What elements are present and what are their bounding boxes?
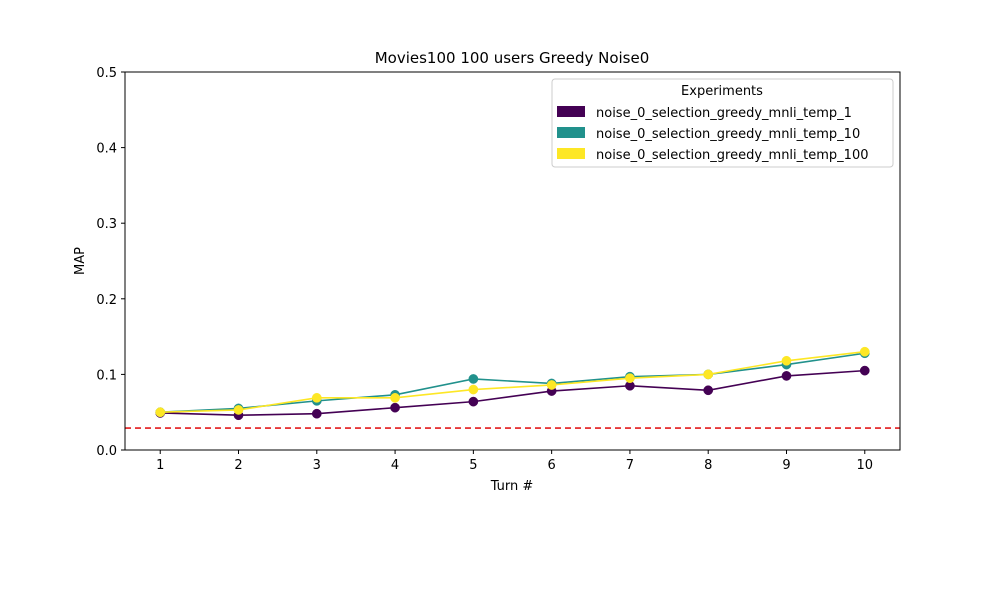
x-tick-label: 8 (704, 458, 712, 473)
series-3-point (859, 346, 870, 357)
x-tick-label: 6 (548, 458, 556, 473)
series-3-point (546, 380, 557, 390)
x-tick-label: 10 (856, 458, 873, 473)
series-3-point (703, 369, 714, 380)
series-2-point (468, 374, 479, 384)
legend-title: Experiments (681, 84, 763, 99)
axes-frame (124, 71, 901, 451)
series-line-3 (160, 350, 865, 413)
series-3-point (781, 355, 792, 366)
y-tick-label: 0.4 (96, 142, 117, 157)
series-1-point (311, 408, 322, 419)
x-axis-label: Turn # (490, 479, 534, 494)
series-1-point (703, 385, 714, 396)
series-3-point (311, 392, 322, 403)
y-tick-label: 0.3 (96, 217, 117, 232)
y-tick-label: 0.0 (96, 444, 117, 459)
x-tick-label: 5 (469, 458, 477, 473)
legend-label-2: noise_0_selection_greedy_mnli_temp_10 (596, 127, 860, 142)
series-1-point (468, 396, 479, 407)
legend-swatch-2 (557, 127, 585, 138)
legend-swatch-3 (557, 148, 585, 159)
plot-area: 1 2 3 4 5 6 7 8 9 10 0.0 0.1 0.2 0.3 0.4 0.5 (96, 66, 901, 473)
series-1-point (781, 371, 792, 381)
x-tick-label: 1 (156, 458, 164, 473)
series-3-point (155, 407, 166, 418)
legend-swatch-1 (557, 106, 585, 117)
x-tick-label: 3 (313, 458, 321, 473)
series-line-2 (160, 352, 865, 413)
series-1-point (859, 365, 870, 376)
legend: Experiments noise_0_selection_greedy_mnl… (551, 78, 894, 168)
series-3-point (625, 373, 635, 384)
legend-label-1: noise_0_selection_greedy_mnli_temp_1 (596, 106, 852, 121)
series-3-point (233, 405, 244, 415)
legend-frame (551, 78, 894, 168)
chart-title: Movies100 100 users Greedy Noise0 (375, 49, 650, 67)
x-tick-label: 9 (782, 458, 790, 473)
series-3-point (468, 384, 479, 395)
y-tick-label: 0.2 (96, 293, 117, 308)
series-line-1 (160, 369, 865, 417)
y-axis-label: MAP (73, 247, 88, 275)
series-3-point (390, 392, 400, 403)
y-tick-label: 0.5 (96, 66, 117, 81)
legend-label-3: noise_0_selection_greedy_mnli_temp_100 (596, 148, 868, 163)
series-1-point (390, 402, 400, 413)
x-tick-label: 2 (234, 458, 242, 473)
x-tick-label: 4 (391, 458, 399, 473)
x-tick-label: 7 (626, 458, 634, 473)
y-tick-label: 0.1 (96, 368, 117, 383)
